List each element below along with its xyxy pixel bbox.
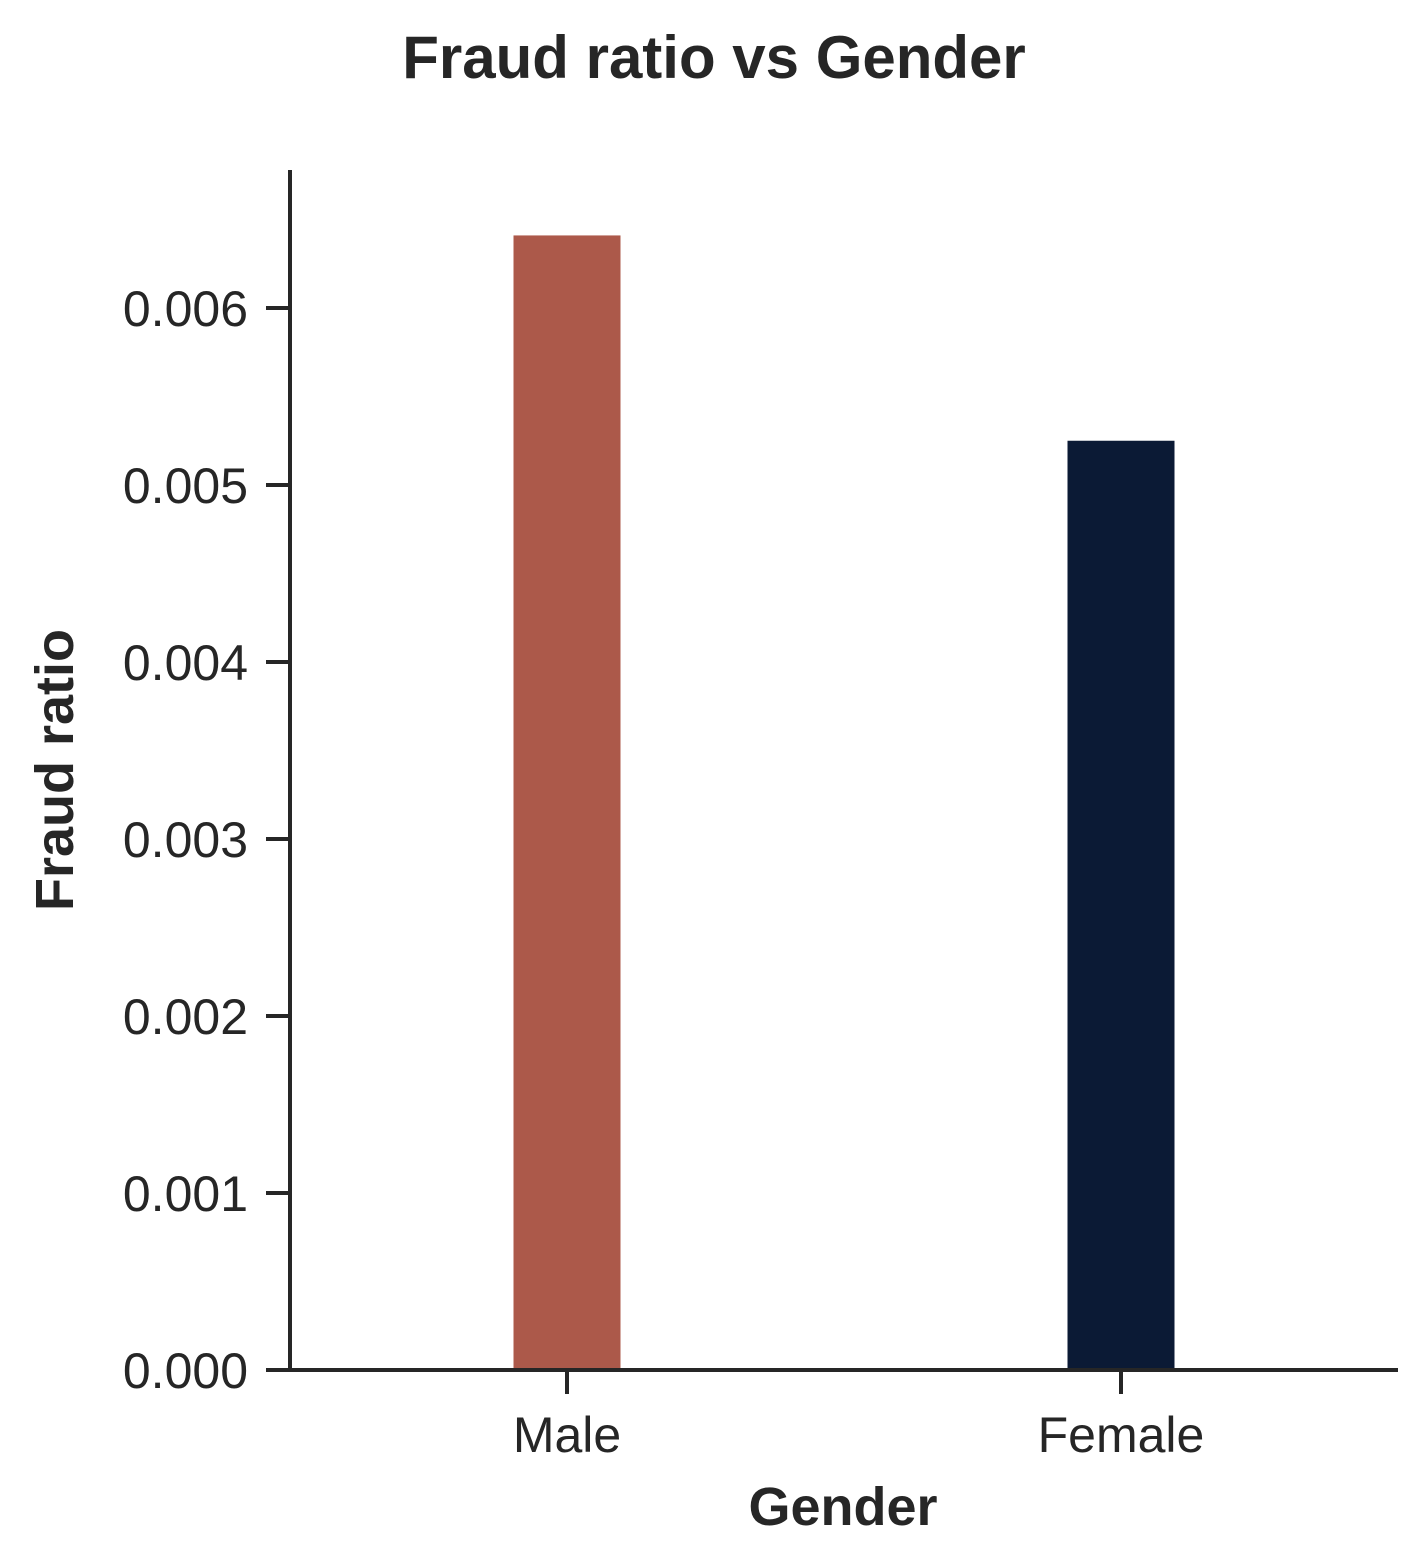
x-axis-ticks: Male Female xyxy=(513,1370,1205,1463)
y-axis-ticks: 0.000 0.001 0.002 0.003 0.004 0.005 0.006 xyxy=(123,281,290,1399)
y-tick-label: 0.000 xyxy=(123,1343,248,1399)
y-tick-label: 0.002 xyxy=(123,989,248,1045)
chart-title: Fraud ratio vs Gender xyxy=(402,24,1026,91)
y-axis-label: Fraud ratio xyxy=(25,629,85,911)
x-tick-label: Male xyxy=(513,1407,621,1463)
bar-female xyxy=(1067,440,1175,1370)
y-tick-label: 0.003 xyxy=(123,812,248,868)
bars-group xyxy=(513,235,1175,1371)
y-tick-label: 0.001 xyxy=(123,1166,248,1222)
bar-male xyxy=(513,235,621,1371)
y-tick-label: 0.004 xyxy=(123,635,248,691)
x-tick-label: Female xyxy=(1038,1407,1205,1463)
y-tick-label: 0.005 xyxy=(123,458,248,514)
x-axis-label: Gender xyxy=(748,1477,937,1537)
y-tick-label: 0.006 xyxy=(123,281,248,337)
